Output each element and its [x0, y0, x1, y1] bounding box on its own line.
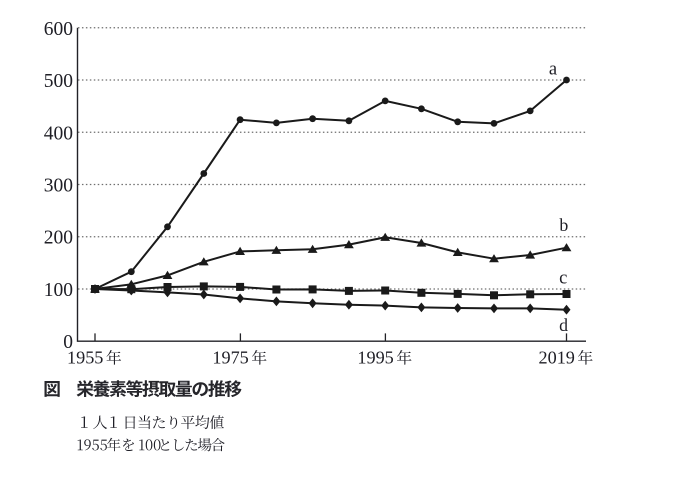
svg-text:500: 500 [44, 71, 73, 92]
svg-text:b: b [559, 215, 568, 235]
svg-text:300: 300 [44, 176, 73, 197]
svg-text:1955: 1955 [67, 347, 103, 367]
svg-text:0: 0 [63, 332, 73, 353]
svg-text:2019: 2019 [539, 347, 575, 367]
svg-text:a: a [549, 60, 557, 80]
svg-text:d: d [559, 315, 568, 335]
svg-text:c: c [559, 268, 567, 288]
svg-text:600: 600 [44, 19, 73, 40]
svg-text:100: 100 [44, 280, 73, 301]
svg-text:1995: 1995 [357, 347, 393, 367]
svg-text:400: 400 [44, 123, 73, 144]
svg-text:1975: 1975 [212, 347, 248, 367]
svg-text:200: 200 [44, 228, 73, 249]
